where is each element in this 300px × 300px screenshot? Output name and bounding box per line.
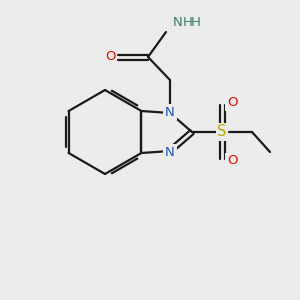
Text: N: N [165,106,175,118]
Text: S: S [217,124,227,140]
Text: O: O [227,154,237,167]
Text: H: H [183,16,193,28]
Text: H: H [191,16,201,28]
Text: O: O [227,97,237,110]
Text: O: O [105,50,115,64]
Text: N: N [173,16,183,28]
Text: N: N [165,146,175,158]
